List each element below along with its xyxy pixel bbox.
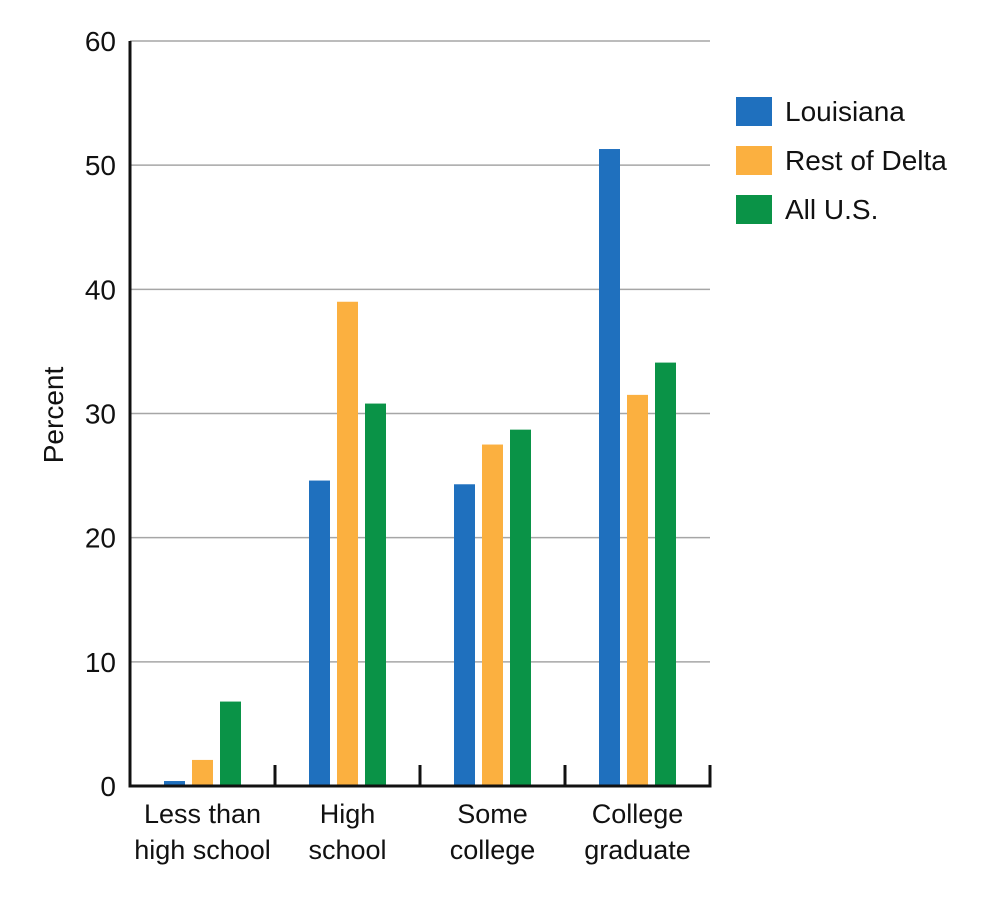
x-category-labels: Less than high school High school Some colleg… <box>134 799 691 865</box>
bar <box>599 149 620 786</box>
bar <box>627 394 648 786</box>
y-tick-label: 30 <box>85 399 116 430</box>
bar <box>365 403 386 786</box>
bar <box>309 480 330 786</box>
bar <box>337 301 358 786</box>
x-category-label-line: college <box>450 835 536 865</box>
x-category-label-line: graduate <box>584 835 691 865</box>
legend-label: Rest of Delta <box>785 145 947 176</box>
legend-label: All U.S. <box>785 194 878 225</box>
y-tick-label: 10 <box>85 647 116 678</box>
legend: Louisiana Rest of Delta All U.S. <box>736 96 947 225</box>
y-tick-label: 50 <box>85 150 116 181</box>
x-category-label: Less than high school <box>134 799 271 865</box>
y-tick-label: 0 <box>100 771 116 802</box>
y-tick-label: 60 <box>85 26 116 57</box>
x-category-label-line: high school <box>134 835 271 865</box>
legend-label: Louisiana <box>785 96 905 127</box>
x-category-label-line: school <box>308 835 386 865</box>
bar <box>164 781 185 786</box>
legend-swatch <box>736 97 772 126</box>
axes <box>128 41 712 788</box>
x-category-label: Some college <box>450 799 536 865</box>
y-tick-label: 40 <box>85 274 116 305</box>
x-category-label-line: High <box>320 799 376 829</box>
x-category-label: High school <box>308 799 386 865</box>
x-category-label: College graduate <box>584 799 691 865</box>
bar <box>482 444 503 786</box>
y-axis-title: Percent <box>38 367 69 464</box>
x-category-label-line: Some <box>457 799 528 829</box>
y-tick-label: 20 <box>85 523 116 554</box>
bar <box>655 362 676 786</box>
legend-swatch <box>736 146 772 175</box>
bar <box>220 701 241 786</box>
y-tick-labels: 0 10 20 30 40 50 60 <box>85 26 116 802</box>
bars <box>164 149 676 786</box>
gridlines <box>130 40 710 663</box>
bar <box>510 429 531 786</box>
bar <box>192 759 213 786</box>
bar <box>454 484 475 786</box>
x-category-label-line: College <box>592 799 684 829</box>
x-category-label-line: Less than <box>144 799 261 829</box>
legend-swatch <box>736 195 772 224</box>
